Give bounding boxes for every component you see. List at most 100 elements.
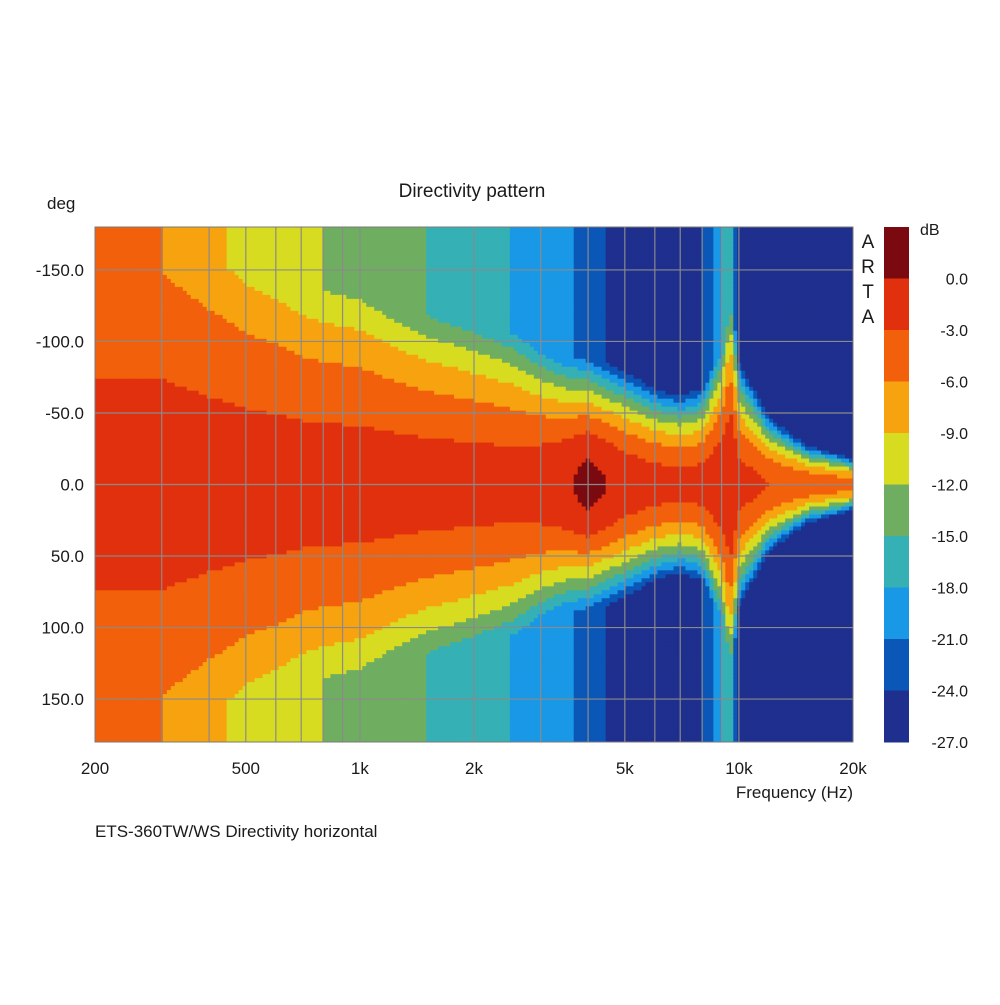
heatmap-cell xyxy=(210,438,216,444)
heatmap-cell xyxy=(186,450,192,456)
heatmap-cell xyxy=(210,454,216,460)
heatmap-cell xyxy=(126,242,132,248)
heatmap-cell xyxy=(134,354,140,360)
heatmap-cell xyxy=(234,322,240,328)
heatmap-cell xyxy=(234,506,240,512)
heatmap-cell xyxy=(222,682,228,687)
heatmap-cell xyxy=(214,446,220,452)
heatmap-cell xyxy=(126,590,132,595)
heatmap-cell xyxy=(246,254,252,260)
heatmap-cell xyxy=(114,634,120,639)
heatmap-cell xyxy=(242,650,248,655)
heatmap-cell xyxy=(202,382,208,388)
heatmap-cell xyxy=(202,502,208,508)
heatmap-cell xyxy=(110,570,116,575)
heatmap-cell xyxy=(142,334,148,340)
heatmap-cell xyxy=(122,630,128,635)
heatmap-cell xyxy=(118,518,124,524)
heatmap-cell xyxy=(194,366,200,372)
heatmap-cell xyxy=(146,590,152,595)
heatmap-cell xyxy=(230,554,236,559)
heatmap-cell xyxy=(230,598,236,603)
heatmap-cell xyxy=(95,586,100,591)
heatmap-cell xyxy=(194,570,200,575)
heatmap-cell xyxy=(95,702,100,707)
heatmap-cell xyxy=(202,710,208,715)
heatmap-cell xyxy=(182,570,188,575)
heatmap-cell xyxy=(246,342,252,348)
heatmap-cell xyxy=(130,334,136,340)
heatmap-cell xyxy=(222,582,228,587)
heatmap-cell xyxy=(234,266,240,272)
heatmap-cell xyxy=(130,426,136,432)
heatmap-cell xyxy=(98,526,104,532)
heatmap-cell xyxy=(202,698,208,703)
heatmap-cell xyxy=(194,650,200,655)
heatmap-cell xyxy=(238,314,244,320)
heatmap-cell xyxy=(118,278,124,284)
heatmap-cell xyxy=(234,570,240,575)
heatmap-cell xyxy=(166,574,172,579)
heatmap-cell xyxy=(130,458,136,464)
heatmap-cell xyxy=(162,474,168,480)
heatmap-cell xyxy=(190,538,196,543)
heatmap-cell xyxy=(174,442,180,448)
heatmap-cell xyxy=(170,682,176,687)
heatmap-cell xyxy=(166,258,172,264)
heatmap-cell xyxy=(106,610,112,615)
heatmap-cell xyxy=(110,250,116,256)
heatmap-cell xyxy=(234,518,240,524)
heatmap-cell xyxy=(150,686,156,691)
heatmap-cell xyxy=(166,314,172,320)
heatmap-cell xyxy=(154,330,160,336)
heatmap-cell xyxy=(150,702,156,707)
heatmap-cell xyxy=(198,658,204,663)
heatmap-cell xyxy=(190,646,196,651)
heatmap-cell xyxy=(230,450,236,456)
heatmap-cell xyxy=(230,570,236,575)
heatmap-cell xyxy=(134,574,140,579)
heatmap-cell xyxy=(158,334,164,340)
heatmap-cell xyxy=(226,462,232,468)
heatmap-cell xyxy=(95,314,100,320)
heatmap-cell xyxy=(226,738,232,742)
heatmap-cell xyxy=(170,578,176,583)
heatmap-cell xyxy=(214,350,220,356)
heatmap-cell xyxy=(226,662,232,667)
heatmap-cell xyxy=(106,634,112,639)
heatmap-cell xyxy=(162,254,168,260)
heatmap-cell xyxy=(194,362,200,368)
heatmap-cell xyxy=(214,490,220,496)
heatmap-cell xyxy=(158,446,164,452)
heatmap-cell xyxy=(222,578,228,583)
heatmap-cell xyxy=(114,402,120,408)
heatmap-cell xyxy=(138,366,144,372)
heatmap-cell xyxy=(210,722,216,727)
heatmap-cell xyxy=(142,234,148,240)
heatmap-cell xyxy=(142,326,148,332)
heatmap-cell xyxy=(130,686,136,691)
heatmap-cell xyxy=(238,682,244,687)
heatmap-cell xyxy=(186,550,192,555)
heatmap-cell xyxy=(134,718,140,723)
heatmap-cell xyxy=(126,438,132,444)
heatmap-cell xyxy=(150,558,156,563)
heatmap-cell xyxy=(154,546,160,551)
heatmap-cell xyxy=(246,458,252,464)
heatmap-cell xyxy=(174,262,180,268)
heatmap-cell xyxy=(230,382,236,388)
heatmap-cell xyxy=(190,686,196,691)
heatmap-cell xyxy=(242,542,248,547)
heatmap-cell xyxy=(226,286,232,292)
heatmap-cell xyxy=(218,398,224,404)
heatmap-cell xyxy=(222,506,228,512)
heatmap-cell xyxy=(246,562,252,567)
heatmap-cell xyxy=(238,234,244,240)
heatmap-cell xyxy=(162,626,168,631)
heatmap-cell xyxy=(190,510,196,516)
heatmap-cell xyxy=(95,558,100,563)
heatmap-cell xyxy=(102,730,108,735)
heatmap-cell xyxy=(238,362,244,368)
heatmap-cell xyxy=(122,446,128,452)
heatmap-cell xyxy=(154,622,160,627)
